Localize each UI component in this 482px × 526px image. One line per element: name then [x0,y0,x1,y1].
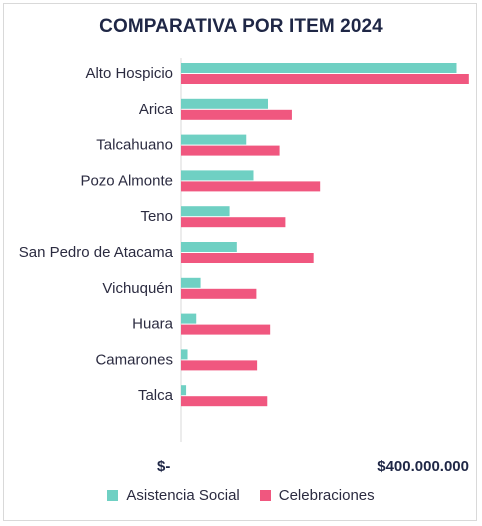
category-label: Vichuquén [102,280,173,297]
bar-celebraciones [181,324,271,335]
bar-celebraciones [181,145,280,156]
category-label: Talca [138,387,174,404]
bar-celebraciones [181,217,286,228]
legend-swatch-asistencia [107,490,119,501]
category-label: San Pedro de Atacama [19,244,174,261]
category-label: Camarones [95,351,173,368]
category-label: Huara [132,316,174,333]
x-tick-label: $400.000.000 [377,458,469,475]
bar-asistencia-social [181,313,197,324]
legend-label-celebraciones: Celebraciones [278,487,375,504]
bar-asistencia-social [181,206,230,217]
bar-asistencia-social [181,277,201,288]
legend-item-asistencia: Asistencia Social [107,487,240,504]
chart-frame [3,3,477,521]
bar-celebraciones [181,396,268,407]
bar-asistencia-social [181,242,237,252]
legend-item-celebraciones: Celebraciones [259,487,375,504]
category-label: Teno [140,208,173,225]
bar-asistencia-social [181,63,457,73]
category-label: Pozo Almonte [80,172,173,189]
bar-asistencia-social [181,134,247,145]
category-label: Arica [139,101,174,118]
bar-celebraciones [181,288,257,299]
bar-celebraciones [181,74,469,84]
x-tick-label: $- [157,458,170,475]
bar-asistencia-social [181,98,268,109]
bar-celebraciones [181,360,258,371]
category-label: Talcahuano [96,137,173,154]
bar-celebraciones [181,181,321,192]
legend: Asistencia Social Celebraciones [0,487,482,504]
legend-label-asistencia: Asistencia Social [126,487,240,504]
legend-swatch-celebraciones [259,490,271,501]
bar-celebraciones [181,253,314,263]
bar-celebraciones [181,109,292,120]
category-label: Alto Hospicio [85,65,173,82]
chart-title: COMPARATIVA POR ITEM 2024 [99,16,383,37]
bar-asistencia-social [181,170,254,181]
bar-asistencia-social [181,349,188,360]
bar-asistencia-social [181,385,187,396]
